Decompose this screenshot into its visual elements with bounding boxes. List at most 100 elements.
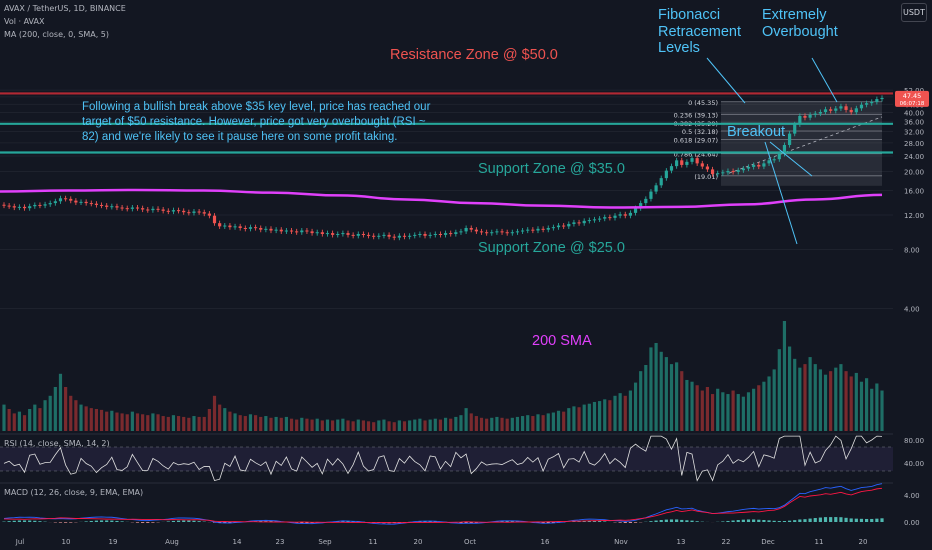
candle-body bbox=[156, 208, 160, 210]
volume-bar bbox=[187, 417, 191, 431]
arrow-overbought bbox=[811, 57, 838, 103]
volume-bar bbox=[572, 406, 576, 431]
macd-histogram-bar bbox=[151, 522, 155, 523]
ma-legend[interactable]: MA (200, close, 0, SMA, 5) bbox=[4, 30, 110, 39]
time-tick-label: Sep bbox=[318, 538, 332, 546]
candle-body bbox=[479, 231, 484, 233]
symbol-legend[interactable]: AVAX / TetherUS, 1D, BINANCE bbox=[4, 4, 126, 13]
volume-bar bbox=[372, 422, 376, 431]
time-axis: Jul 10 19 Aug 14 23 Sep 11 20 Oct 16 Nov 13 22 Dec 11 20 bbox=[15, 538, 868, 546]
rsi-legend[interactable]: RSI (14, close, SMA, 14, 2) bbox=[4, 439, 110, 448]
candle-body bbox=[582, 220, 586, 224]
sma-label: 200 SMA bbox=[532, 333, 592, 349]
volume-bar bbox=[192, 416, 196, 431]
time-tick-label: Dec bbox=[761, 538, 775, 546]
candle-body bbox=[664, 170, 668, 179]
candle-body bbox=[58, 198, 63, 202]
sma-200-path bbox=[0, 188, 883, 209]
macd-histogram-bar bbox=[669, 519, 674, 522]
macd-legend[interactable]: MACD (12, 26, close, 9, EMA, EMA) bbox=[4, 488, 144, 497]
currency-button[interactable]: USDT bbox=[901, 3, 927, 22]
volume-bar bbox=[22, 415, 27, 431]
macd-histogram-bar bbox=[793, 520, 797, 522]
candle-body bbox=[741, 168, 745, 171]
volume-bar bbox=[253, 415, 258, 431]
volume-bar bbox=[741, 396, 745, 431]
candle-body bbox=[813, 113, 817, 115]
macd-histogram-bar bbox=[628, 522, 633, 523]
macd-histogram-bar bbox=[99, 520, 104, 522]
candle-body bbox=[289, 230, 294, 232]
candle-body bbox=[269, 228, 273, 231]
macd-histogram-bar bbox=[633, 522, 638, 523]
macd-histogram-bar bbox=[721, 521, 725, 522]
volume-bar bbox=[197, 416, 201, 431]
macd-histogram-bar bbox=[731, 520, 735, 522]
candle-body bbox=[598, 218, 602, 220]
candle-body bbox=[423, 233, 427, 236]
volume-bar bbox=[680, 371, 684, 431]
candle-body bbox=[331, 233, 335, 235]
macd-histogram-bar bbox=[510, 520, 514, 522]
macd-histogram-bar bbox=[695, 521, 699, 522]
volume-bar bbox=[413, 419, 417, 431]
macd-histogram-bar bbox=[726, 520, 730, 522]
resistance-label: Resistance Zone @ $50.0 bbox=[390, 47, 558, 63]
volume-bar bbox=[454, 416, 458, 431]
candle-body bbox=[705, 166, 710, 170]
candle-body bbox=[649, 191, 653, 199]
candle-body bbox=[243, 227, 247, 229]
candle-body bbox=[295, 231, 299, 233]
volume-bar bbox=[449, 418, 453, 431]
overbought-label-line-2: Overbought bbox=[762, 23, 838, 40]
candle-body bbox=[556, 225, 561, 228]
volume-bar bbox=[166, 416, 170, 431]
candle-body bbox=[443, 233, 448, 235]
candle-body bbox=[397, 235, 401, 238]
candle-body bbox=[695, 158, 699, 164]
volume-bar bbox=[264, 416, 268, 431]
candle-body bbox=[315, 232, 319, 234]
candle-body bbox=[762, 163, 766, 167]
volume-bar bbox=[289, 418, 294, 431]
candle-body bbox=[22, 206, 27, 209]
candle-body bbox=[176, 210, 181, 212]
candle-body bbox=[233, 226, 237, 228]
candle-body bbox=[562, 225, 566, 227]
volume-bar bbox=[99, 409, 104, 431]
macd-histogram-bar bbox=[300, 522, 304, 524]
volume-bar bbox=[274, 416, 278, 431]
candle-body bbox=[387, 234, 391, 237]
candle-body bbox=[38, 204, 42, 206]
volume-bar bbox=[7, 409, 11, 431]
sma-200-line bbox=[0, 188, 883, 209]
candle-body bbox=[382, 234, 386, 236]
price-tick-label: 24.00 bbox=[904, 153, 924, 161]
candle-body bbox=[212, 215, 217, 224]
macd-histogram-bar bbox=[746, 519, 751, 522]
volume-bar bbox=[844, 371, 848, 431]
volume-bar bbox=[336, 419, 340, 431]
price-tick-label: 8.00 bbox=[904, 247, 920, 255]
macd-histogram-bar bbox=[166, 521, 170, 522]
candle-body bbox=[623, 214, 627, 216]
candle-body bbox=[592, 219, 597, 221]
volume-bar bbox=[115, 412, 119, 431]
candle-body bbox=[505, 232, 509, 234]
macd-histogram-bar bbox=[171, 520, 176, 522]
volume-bar bbox=[736, 394, 740, 431]
candle-body bbox=[418, 233, 422, 235]
macd-histogram-bar bbox=[33, 520, 37, 522]
volume-bar bbox=[38, 408, 42, 431]
volume-bar bbox=[269, 417, 273, 431]
volume-bar bbox=[505, 418, 509, 431]
candle-body bbox=[74, 200, 78, 203]
volume-legend[interactable]: Vol · AVAX bbox=[4, 17, 45, 26]
rsi-tick-label: 40.00 bbox=[904, 460, 924, 468]
candle-body bbox=[408, 235, 412, 237]
signal-line bbox=[3, 487, 883, 524]
volume-bar bbox=[53, 387, 57, 431]
macd-histogram-bar bbox=[546, 522, 550, 524]
volume-bar bbox=[346, 420, 350, 431]
